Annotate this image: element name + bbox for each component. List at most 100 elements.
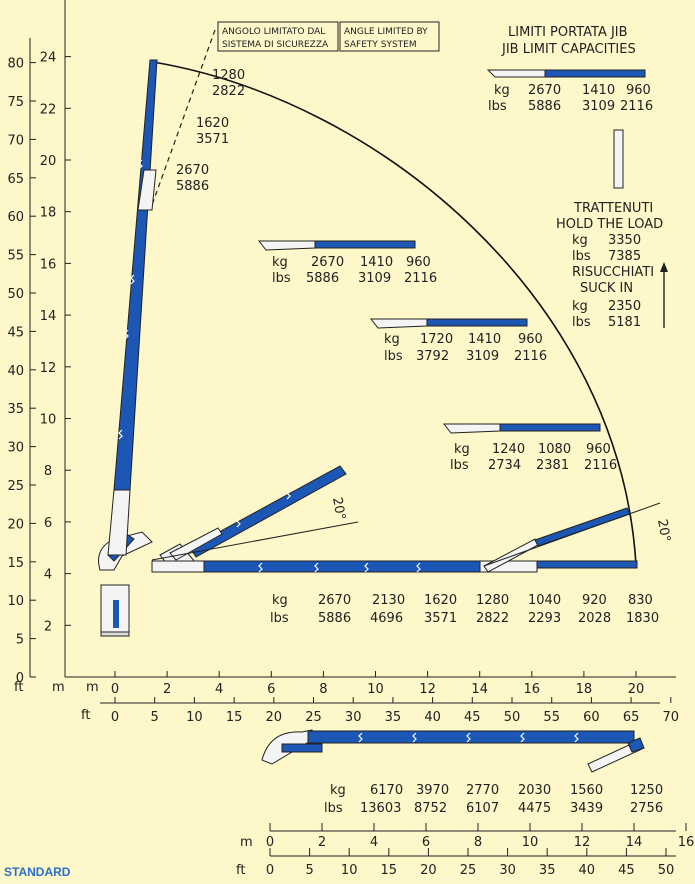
- corner-ft-label: ft: [14, 680, 23, 695]
- bottom-m-scale-label: m: [240, 835, 253, 850]
- svg-text:1720: 1720: [420, 332, 453, 347]
- config-icon-16m: [257, 240, 416, 251]
- ft-x-tick-label: 5: [151, 710, 159, 725]
- svg-text:8752: 8752: [414, 801, 447, 816]
- svg-text:1280: 1280: [476, 593, 509, 608]
- svg-text:lbs: lbs: [272, 271, 291, 286]
- hold-suck-block: TRATTENUTI HOLD THE LOAD kg 3350 lbs 738…: [556, 201, 668, 330]
- svg-text:5181: 5181: [608, 315, 641, 330]
- svg-text:1620: 1620: [196, 116, 229, 131]
- ft-x-tick-label: 10: [186, 710, 203, 725]
- bottom-m-tick-label: 2: [318, 835, 326, 850]
- m-x-tick-label: 2: [163, 682, 171, 697]
- m-x-tick-label: 20: [628, 682, 645, 697]
- svg-text:2756: 2756: [630, 801, 663, 816]
- ft-tick-label: 65: [7, 172, 24, 187]
- m-x-tick-label: 18: [576, 682, 593, 697]
- ft-tick-label: 50: [7, 287, 24, 302]
- config-14m-values: kg 1720 1410 960 lbs 3792 3109 2116: [384, 332, 547, 364]
- svg-text:SAFETY SYSTEM: SAFETY SYSTEM: [344, 40, 417, 50]
- ft-x-tick-label: 35: [385, 710, 402, 725]
- svg-text:kg: kg: [330, 783, 346, 798]
- bottom-config-values: kg 6170 3970 2770 2030 1560 1250 lbs 136…: [324, 783, 663, 816]
- ft-x-tick-label: 65: [623, 710, 640, 725]
- svg-text:3350: 3350: [608, 233, 641, 248]
- svg-text:2381: 2381: [536, 458, 569, 473]
- ft-x-tick-label: 50: [504, 710, 521, 725]
- svg-text:2116: 2116: [584, 458, 617, 473]
- svg-text:1280: 1280: [212, 68, 245, 83]
- m-x-tick-label: 8: [319, 682, 327, 697]
- svg-text:lbs: lbs: [384, 349, 403, 364]
- bottom-ft-tick-label: 35: [539, 863, 556, 878]
- bottom-ft-tick-label: 25: [460, 863, 477, 878]
- svg-text:960: 960: [626, 83, 651, 98]
- corner-m-label: m: [52, 680, 65, 695]
- boom-horizontal: [151, 502, 661, 573]
- svg-text:3109: 3109: [358, 271, 391, 286]
- svg-text:lbs: lbs: [450, 458, 469, 473]
- svg-text:5886: 5886: [176, 179, 209, 194]
- svg-text:2116: 2116: [404, 271, 437, 286]
- m-tick-label: 20: [40, 154, 57, 169]
- svg-text:2822: 2822: [212, 84, 245, 99]
- svg-text:SISTEMA DI SICUREZZA: SISTEMA DI SICUREZZA: [222, 40, 329, 50]
- bottom-m-tick-label: 6: [422, 835, 430, 850]
- bottom-ft-tick-label: 50: [658, 863, 675, 878]
- svg-text:2770: 2770: [466, 783, 499, 798]
- svg-text:lbs: lbs: [270, 611, 289, 626]
- svg-text:1240: 1240: [492, 442, 525, 457]
- svg-text:2670: 2670: [318, 593, 351, 608]
- ft-tick-label: 40: [7, 364, 24, 379]
- svg-text:920: 920: [582, 593, 607, 608]
- m-x-tick-label: 12: [419, 682, 436, 697]
- ft-tick-label: 5: [16, 633, 24, 648]
- m-tick-label: 8: [44, 464, 52, 479]
- svg-text:kg: kg: [454, 442, 470, 457]
- svg-text:5886: 5886: [318, 611, 351, 626]
- m-x-tick-label: 10: [367, 682, 384, 697]
- m-tick-label: 22: [40, 102, 57, 117]
- bottom-ft-tick-label: 0: [266, 863, 274, 878]
- m-x-tick-label: 14: [471, 682, 488, 697]
- svg-text:4696: 4696: [370, 611, 403, 626]
- ft-tick-label: 55: [7, 249, 24, 264]
- svg-text:3109: 3109: [466, 349, 499, 364]
- svg-text:1080: 1080: [538, 442, 571, 457]
- svg-text:1410: 1410: [468, 332, 501, 347]
- bottom-ft-tick-label: 10: [341, 863, 358, 878]
- main-row-values: kg 2670 2130 1620 1280 1040 920 830 lbs …: [270, 593, 659, 626]
- ft-tick-label: 80: [7, 57, 24, 72]
- bottom-m-tick-label: 4: [370, 835, 378, 850]
- bottom-ft-scale-ticks: 0 5 10 15 20 25 30 35 40 45 50: [266, 848, 674, 878]
- svg-text:SUCK IN: SUCK IN: [580, 281, 633, 296]
- m-tick-label: 14: [40, 309, 57, 324]
- svg-text:JIB LIMIT CAPACITIES: JIB LIMIT CAPACITIES: [501, 42, 636, 57]
- svg-text:2293: 2293: [528, 611, 561, 626]
- svg-text:3571: 3571: [196, 132, 229, 147]
- svg-text:2670: 2670: [311, 255, 344, 270]
- bottom-ft-tick-label: 20: [420, 863, 437, 878]
- bottom-m-tick-label: 10: [522, 835, 539, 850]
- m-tick-label: 18: [40, 206, 57, 221]
- ft-tick-label: 35: [7, 402, 24, 417]
- ft-x-tick-label: 0: [111, 710, 119, 725]
- svg-text:2670: 2670: [176, 163, 209, 178]
- bottom-config-icon: [261, 729, 645, 773]
- svg-text:kg: kg: [272, 593, 288, 608]
- svg-text:5886: 5886: [528, 99, 561, 114]
- svg-text:lbs: lbs: [572, 249, 591, 264]
- ft-x-tick-label: 25: [305, 710, 322, 725]
- bottom-ft-scale-label: ft: [236, 863, 245, 878]
- bottom-ft-tick-label: 15: [381, 863, 398, 878]
- svg-text:7385: 7385: [608, 249, 641, 264]
- ft-tick-label: 70: [7, 133, 24, 148]
- config-icon-10m: [442, 423, 601, 434]
- svg-text:3439: 3439: [570, 801, 603, 816]
- m-tick-label: 12: [40, 361, 57, 376]
- bottom-ft-tick-label: 5: [305, 863, 313, 878]
- svg-text:lbs: lbs: [488, 99, 507, 114]
- ft-x-tick-label: 60: [583, 710, 600, 725]
- svg-text:HOLD THE LOAD: HOLD THE LOAD: [556, 217, 663, 232]
- ft-x-tick-label: 40: [424, 710, 441, 725]
